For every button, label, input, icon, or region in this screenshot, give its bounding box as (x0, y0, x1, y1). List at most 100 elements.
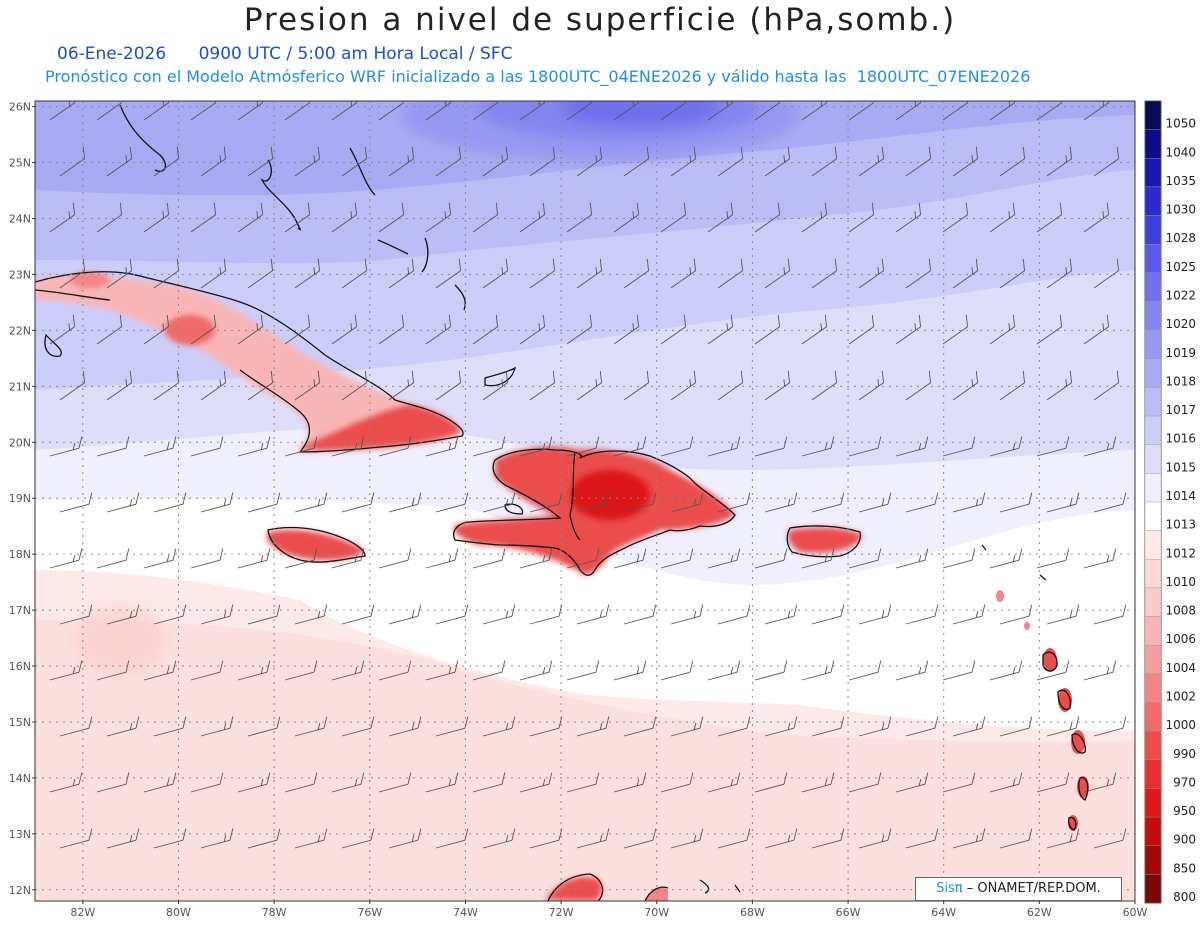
wind-barb (895, 101, 922, 121)
wind-barb (623, 370, 650, 401)
wind-barb (59, 492, 93, 513)
wind-barb (707, 660, 741, 681)
wind-barb (717, 370, 744, 401)
lat-label: 12N (9, 884, 31, 897)
wind-barb (623, 146, 650, 177)
wind-barb (848, 202, 875, 233)
wind-barb (529, 370, 556, 401)
wind-barb (989, 772, 1023, 793)
lon-label: 70W (644, 906, 669, 919)
wind-barb (670, 716, 704, 737)
wind-barb (200, 492, 234, 513)
lat-label: 22N (9, 324, 31, 337)
wind-barb (425, 101, 452, 121)
legend-swatch (1144, 874, 1162, 904)
wind-barb (905, 604, 939, 625)
wind-barb (670, 492, 704, 513)
wind-barb (566, 314, 593, 345)
wind-barb (331, 101, 358, 121)
wind-barb (858, 828, 892, 849)
wind-barb (1093, 370, 1120, 401)
legend-label: 850 (1173, 861, 1196, 875)
wind-barb (952, 828, 986, 849)
wind-barb (378, 548, 412, 569)
legend-swatch (1144, 272, 1162, 302)
wind-barb (482, 716, 516, 737)
wind-barb (613, 436, 647, 457)
wind-barb (294, 828, 328, 849)
legend-label: 1017 (1165, 403, 1196, 417)
wind-barb (190, 772, 224, 793)
wind-barb (811, 492, 845, 513)
wind-barb (754, 772, 788, 793)
legend-label: 990 (1173, 747, 1196, 761)
wind-barb (942, 314, 969, 345)
axis-labels: 26N 25N 24N 23N 22N 21N 20N 19N 18N 17N 16N 15N 14N 1… (9, 101, 1148, 919)
wind-barb (472, 436, 506, 457)
lat-label: 15N (9, 716, 31, 729)
wind-barb (999, 716, 1033, 737)
lat-label: 24N (9, 212, 31, 225)
wind-barb (1046, 370, 1073, 401)
wind-barb (190, 101, 217, 121)
wind-barb (247, 492, 281, 513)
lat-label: 26N (9, 101, 31, 114)
wind-barb (764, 828, 798, 849)
wind-barb (341, 604, 375, 625)
wind-barb (848, 548, 882, 569)
wind-barb (106, 370, 133, 401)
legend-label: 1008 (1165, 604, 1196, 618)
legend-swatch (1144, 673, 1162, 703)
wind-barb (284, 101, 311, 121)
legend-label: 900 (1173, 833, 1196, 847)
forecast-time: 0900 UTC / 5:00 am Hora Local / SFC (198, 44, 513, 64)
wind-barb (811, 258, 838, 289)
wind-barb (59, 258, 86, 289)
wind-barb (905, 258, 932, 289)
wind-barb (143, 101, 170, 121)
wind-barb (519, 772, 553, 793)
wind-barb (999, 828, 1033, 849)
wind-barb (660, 436, 694, 457)
legend-label: 1040 (1165, 145, 1196, 159)
wind-barb (1083, 314, 1110, 345)
wind-barb (49, 314, 76, 345)
lat-label: 16N (9, 660, 31, 673)
legend-swatch (1144, 473, 1162, 503)
legend-swatch (1144, 329, 1162, 359)
wind-barb (717, 604, 751, 625)
wind-barb (435, 258, 462, 289)
wind-barb (764, 604, 798, 625)
wind-barb (284, 660, 318, 681)
legend-label: 1028 (1165, 231, 1196, 245)
wind-barb (378, 101, 405, 121)
wind-barb (895, 314, 922, 345)
wind-barb (754, 660, 788, 681)
wind-barb (388, 492, 422, 513)
wind-barb (613, 548, 647, 569)
wind-barb (519, 101, 546, 121)
wind-barb (59, 828, 93, 849)
pressure-field (35, 101, 1135, 901)
wind-barb (754, 436, 788, 457)
wind-barb (576, 828, 610, 849)
wind-barb (331, 772, 365, 793)
lat-label: 20N (9, 436, 31, 449)
wind-barb (200, 828, 234, 849)
wind-barb (754, 101, 781, 121)
lon-label: 80W (166, 906, 191, 919)
legend-label: 1050 (1165, 117, 1196, 131)
wind-barb (331, 314, 358, 345)
wind-barb (905, 492, 939, 513)
wind-barb (764, 716, 798, 737)
wind-barb (858, 146, 885, 177)
wind-barb (153, 492, 187, 513)
legend-swatch (1144, 100, 1162, 130)
wind-barb (472, 314, 499, 345)
wind-barb (435, 492, 469, 513)
wind-barb (49, 436, 83, 457)
wind-barb (106, 146, 133, 177)
wind-barb (566, 772, 600, 793)
wind-barb (341, 370, 368, 401)
wind-barb (153, 828, 187, 849)
